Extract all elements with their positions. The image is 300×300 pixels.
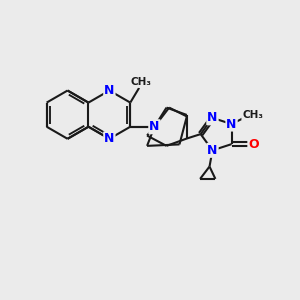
Text: CH₃: CH₃ [130,77,151,87]
Text: O: O [248,138,259,151]
Text: N: N [207,144,218,157]
Text: N: N [207,111,218,124]
Text: CH₃: CH₃ [242,110,263,120]
Text: N: N [104,132,115,145]
Text: N: N [104,84,115,97]
Text: N: N [149,120,160,133]
Text: N: N [226,118,237,130]
